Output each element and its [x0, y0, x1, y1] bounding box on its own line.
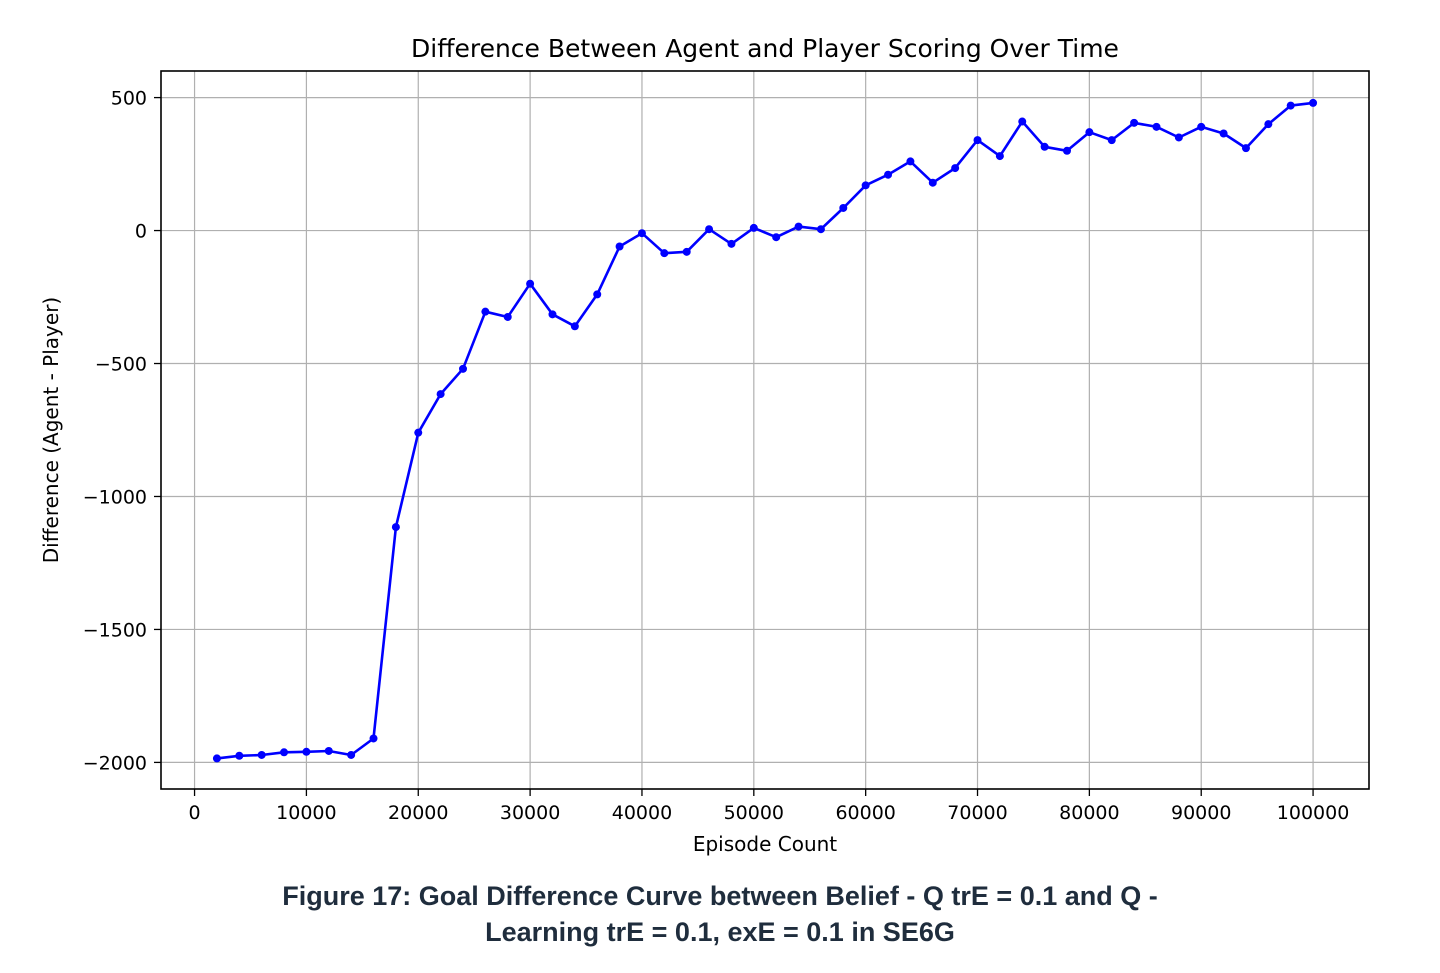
y-tick-label: −1000 [83, 486, 147, 508]
axis-ticks: 0 10000 20000 30000 40000 50000 60000 70000 8000… [83, 88, 1350, 824]
data-point [1040, 142, 1049, 151]
x-tick-label: 0 [189, 802, 201, 824]
x-tick-label: 50000 [724, 802, 784, 824]
series-line [216, 101, 1314, 760]
data-point [794, 222, 803, 231]
data-point [212, 754, 221, 763]
y-tick-label: −2000 [83, 752, 147, 774]
data-point [816, 225, 825, 234]
x-tick-label: 20000 [388, 802, 448, 824]
data-point [414, 428, 423, 437]
data-point [369, 734, 378, 743]
data-point [1197, 122, 1206, 131]
data-point [548, 310, 557, 319]
data-point [324, 746, 333, 755]
x-tick-label: 60000 [835, 802, 895, 824]
series-layer [212, 98, 1318, 763]
data-point [973, 136, 982, 145]
data-point [436, 390, 445, 399]
data-point [884, 170, 893, 179]
data-point [1130, 118, 1139, 127]
data-point [615, 242, 624, 251]
data-point [481, 307, 490, 316]
data-point [1309, 98, 1318, 107]
chart-title: Difference Between Agent and Player Scor… [411, 34, 1119, 63]
data-point [1264, 120, 1273, 129]
data-point [928, 178, 937, 187]
data-point [503, 312, 512, 321]
x-tick-label: 40000 [612, 802, 672, 824]
data-point [302, 747, 311, 756]
data-point [280, 748, 289, 757]
y-tick-label: 500 [111, 88, 147, 110]
data-point [637, 229, 646, 238]
data-point [995, 152, 1004, 161]
data-point [1085, 128, 1094, 137]
data-point [682, 247, 691, 256]
x-tick-label: 10000 [276, 802, 336, 824]
data-point [839, 203, 848, 212]
data-point [235, 751, 244, 760]
data-point [570, 322, 579, 331]
data-point [1219, 129, 1228, 138]
x-tick-label: 100000 [1277, 802, 1350, 824]
x-tick-label: 80000 [1059, 802, 1119, 824]
plot-frame [160, 70, 1370, 790]
y-axis-label: Difference (Agent - Player) [39, 297, 63, 563]
data-point [459, 364, 467, 373]
data-point [772, 233, 781, 242]
data-point [1063, 146, 1071, 155]
caption-line-1: Figure 17: Goal Difference Curve between… [282, 881, 1158, 911]
data-point [526, 279, 535, 288]
data-point [861, 181, 870, 190]
data-point [660, 249, 669, 258]
data-point [1107, 136, 1116, 145]
data-point [906, 157, 915, 166]
data-point [391, 523, 400, 532]
data-point [727, 239, 736, 248]
data-point [593, 290, 602, 299]
data-point [749, 223, 758, 232]
data-point [705, 225, 714, 234]
data-point [1241, 144, 1250, 153]
grid-lines [161, 71, 1369, 789]
figure-caption: Figure 17: Goal Difference Curve between… [0, 878, 1440, 950]
x-tick-label: 30000 [500, 802, 560, 824]
x-axis-label: Episode Count [693, 832, 837, 856]
caption-line-2: Learning trE = 0.1, exE = 0.1 in SE6G [485, 917, 955, 947]
y-tick-label: 0 [135, 221, 147, 243]
data-point [257, 750, 266, 759]
x-tick-label: 70000 [947, 802, 1007, 824]
data-point [1018, 117, 1027, 126]
x-tick-label: 90000 [1171, 802, 1231, 824]
line-chart: Difference Between Agent and Player Scor… [39, 34, 1370, 856]
y-tick-label: −500 [95, 354, 147, 376]
data-point [1152, 122, 1161, 131]
data-point [347, 750, 356, 759]
data-point [951, 164, 960, 173]
data-point [1286, 101, 1295, 110]
data-point [1174, 133, 1183, 142]
y-tick-label: −1500 [83, 619, 147, 641]
